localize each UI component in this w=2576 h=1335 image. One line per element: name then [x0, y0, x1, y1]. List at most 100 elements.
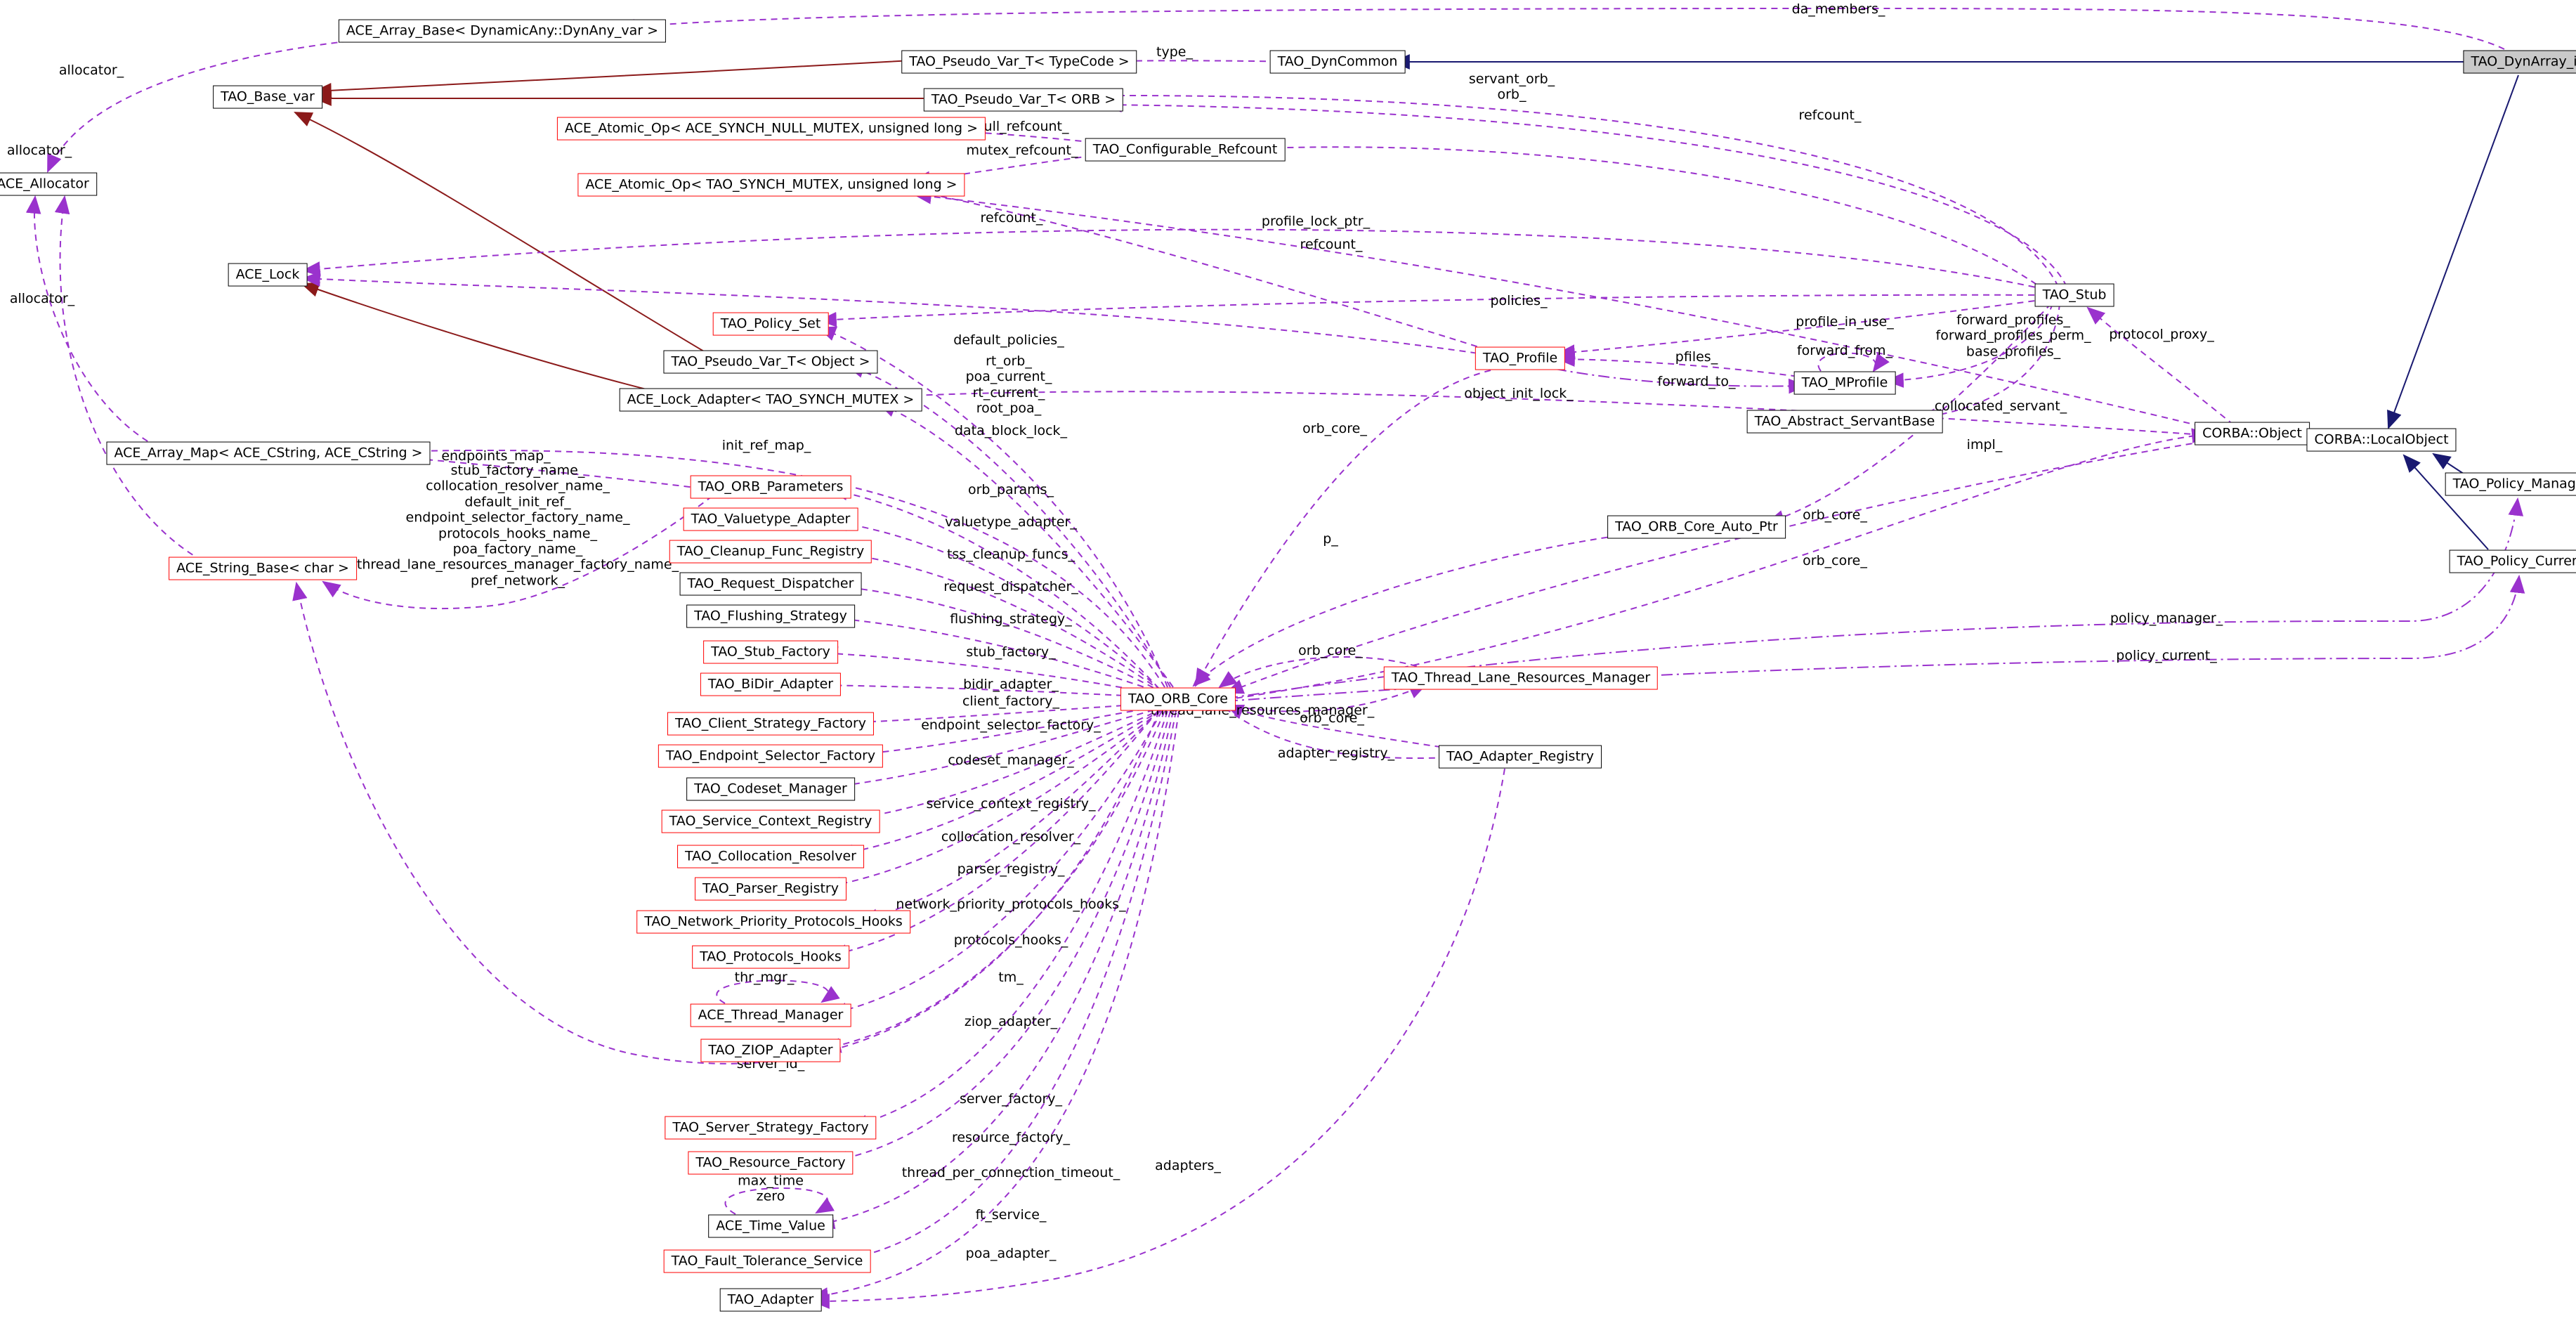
class-node-codeset-manager[interactable]: TAO_Codeset_Manager [686, 777, 855, 801]
edge-label: orb_core_ [1298, 642, 1363, 658]
edge-label: endpoint_selector_factory_ [921, 717, 1101, 733]
class-node-thread-lane-resources-manager[interactable]: TAO_Thread_Lane_Resources_Manager [1383, 666, 1659, 690]
class-node-cleanup-func-registry[interactable]: TAO_Cleanup_Func_Registry [669, 540, 872, 564]
class-node-profile[interactable]: TAO_Profile [1475, 346, 1566, 370]
edge [1103, 88, 2059, 287]
class-node-protocols-hooks[interactable]: TAO_Protocols_Hooks [692, 945, 849, 969]
edge [1556, 299, 2046, 360]
edge [1555, 368, 1807, 394]
class-node-stub-factory[interactable]: TAO_Stub_Factory [703, 640, 838, 664]
edge-label: p_ [1323, 530, 1338, 547]
class-node-dyncommon[interactable]: TAO_DynCommon [1269, 50, 1406, 74]
class-node-service-context-registry[interactable]: TAO_Service_Context_Registry [661, 809, 880, 833]
edge [829, 611, 1165, 695]
edge [835, 580, 1164, 693]
edge [1224, 708, 1465, 766]
class-node-flushing-strategy[interactable]: TAO_Flushing_Strategy [686, 604, 855, 628]
edge-label: network_priority_protocols_hooks_ [896, 896, 1126, 912]
edge-label: bidir_adapter_ [963, 676, 1059, 692]
edge [2387, 74, 2519, 430]
edge-label: forward_profiles_ forward_profiles_perm_… [1935, 312, 2091, 360]
class-node-abstract-servantbase[interactable]: TAO_Abstract_ServantBase [1746, 410, 1943, 434]
class-node-pseudo-var-typecode[interactable]: TAO_Pseudo_Var_T< TypeCode > [901, 50, 1137, 74]
class-node-policy-manager[interactable]: TAO_Policy_Manager [2445, 472, 2576, 496]
edge-label: forward_to_ [1657, 373, 1736, 389]
edge-label: collocated_servant_ [1934, 398, 2067, 414]
class-node-time-value[interactable]: ACE_Time_Value [708, 1214, 833, 1238]
class-node-ace-allocator[interactable]: ACE_Allocator [0, 172, 97, 196]
edge-label: refcount_ [1300, 236, 1363, 252]
edge-label: protocol_proxy_ [2109, 326, 2214, 342]
edge-label: forward_from_ [1796, 342, 1893, 358]
edge-label: resource_factory_ [951, 1129, 1071, 1145]
edge [1556, 351, 1809, 379]
class-node-corba-object[interactable]: CORBA::Object [2195, 422, 2310, 445]
edge-label: request_dispatcher_ [943, 578, 1078, 594]
class-node-ziop-adapter[interactable]: TAO_ZIOP_Adapter [700, 1038, 841, 1062]
class-node-adapter-registry[interactable]: TAO_Adapter_Registry [1439, 745, 1602, 769]
edge [47, 36, 394, 173]
class-node-string-base[interactable]: ACE_String_Base< char > [169, 556, 357, 580]
edge [300, 282, 669, 396]
class-node-network-priority-protocols-hooks[interactable]: TAO_Network_Priority_Protocols_Hooks [636, 910, 910, 934]
edge [877, 403, 1174, 688]
class-node-pseudo-var-object[interactable]: TAO_Pseudo_Var_T< Object > [663, 350, 878, 374]
edge-label: orb_core_ [1300, 710, 1364, 726]
class-node-orb-core[interactable]: TAO_ORB_Core [1120, 687, 1236, 711]
class-node-base-var[interactable]: TAO_Base_var [213, 85, 322, 109]
edge [1224, 704, 1464, 751]
edge-label: allocator_ [58, 62, 124, 78]
class-node-client-strategy-factory[interactable]: TAO_Client_Strategy_Factory [667, 712, 875, 736]
edge-label: endpoints_map_ [441, 448, 551, 464]
edge-label: thread_per_connection_timeout_ [901, 1164, 1120, 1180]
edge [828, 710, 1158, 960]
class-node-pseudo-var-orb[interactable]: TAO_Pseudo_Var_T< ORB > [923, 88, 1124, 112]
class-node-resource-factory[interactable]: TAO_Resource_Factory [688, 1151, 854, 1175]
class-node-orb-parameters[interactable]: TAO_ORB_Parameters [690, 475, 851, 499]
edge [716, 979, 840, 1004]
class-node-collocation-resolver[interactable]: TAO_Collocation_Resolver [677, 845, 864, 868]
class-node-atomic-op-tao[interactable]: ACE_Atomic_Op< TAO_SYNCH_MUTEX, unsigned… [577, 173, 965, 197]
edge [816, 710, 1174, 1230]
class-node-lock-adapter[interactable]: ACE_Lock_Adapter< TAO_SYNCH_MUTEX > [619, 388, 922, 412]
edge [1226, 574, 2525, 702]
edge [313, 58, 939, 98]
edge [292, 581, 1160, 1064]
edge-label: adapter_registry_ [1277, 745, 1395, 761]
edge-label: policies_ [1490, 292, 1548, 308]
edge [1260, 140, 2046, 292]
class-node-policy-current[interactable]: TAO_Policy_Current [2449, 549, 2576, 573]
class-node-stub[interactable]: TAO_Stub [2034, 283, 2114, 307]
class-node-valuetype-adapter[interactable]: TAO_Valuetype_Adapter [683, 507, 858, 531]
class-node-ace-array-base-dynany[interactable]: ACE_Array_Base< DynamicAny::DynAny_var > [338, 19, 667, 43]
edge [724, 1187, 835, 1215]
edge-label: type_ [1156, 44, 1193, 60]
class-node-server-strategy-factory[interactable]: TAO_Server_Strategy_Factory [665, 1116, 877, 1140]
class-node-atomic-op-null[interactable]: ACE_Atomic_Op< ACE_SYNCH_NULL_MUTEX, uns… [556, 117, 986, 141]
class-node-fault-tolerance-service[interactable]: TAO_Fault_Tolerance_Service [663, 1249, 871, 1273]
edge [301, 271, 1489, 356]
class-node-thread-manager[interactable]: ACE_Thread_Manager [690, 1003, 851, 1027]
class-node-mprofile[interactable]: TAO_MProfile [1793, 371, 1896, 395]
class-node-request-dispatcher[interactable]: TAO_Request_Dispatcher [679, 572, 862, 596]
edge [1192, 533, 1630, 687]
class-node-dynarray-i[interactable]: TAO_DynArray_i [2463, 50, 2576, 74]
class-node-configurable-refcount[interactable]: TAO_Configurable_Refcount [1085, 138, 1286, 162]
class-node-parser-registry[interactable]: TAO_Parser_Registry [695, 877, 846, 901]
edge [841, 548, 1163, 692]
edge-label: flushing_strategy_ [950, 611, 1072, 627]
edge [849, 710, 1168, 1131]
edge-label: policy_manager_ [2110, 610, 2223, 626]
class-node-tao-adapter[interactable]: TAO_Adapter [719, 1288, 822, 1312]
class-node-core-auto-ptr[interactable]: TAO_ORB_Core_Auto_Ptr [1607, 515, 1786, 539]
edge [859, 710, 1160, 924]
edge-label: collocation_resolver_ [941, 828, 1081, 845]
class-node-bidir-adapter[interactable]: TAO_BiDir_Adapter [700, 672, 842, 696]
class-node-local-object[interactable]: CORBA::LocalObject [2306, 428, 2457, 452]
class-node-ace-lock[interactable]: ACE_Lock [228, 263, 308, 287]
edge-label: mutex_refcount_ [966, 142, 1078, 158]
class-node-endpoint-selector-factory[interactable]: TAO_Endpoint_Selector_Factory [658, 744, 884, 768]
class-node-policy-set[interactable]: TAO_Policy_Set [712, 312, 829, 336]
class-node-array-map[interactable]: ACE_Array_Map< ACE_CString, ACE_CString … [106, 441, 431, 465]
